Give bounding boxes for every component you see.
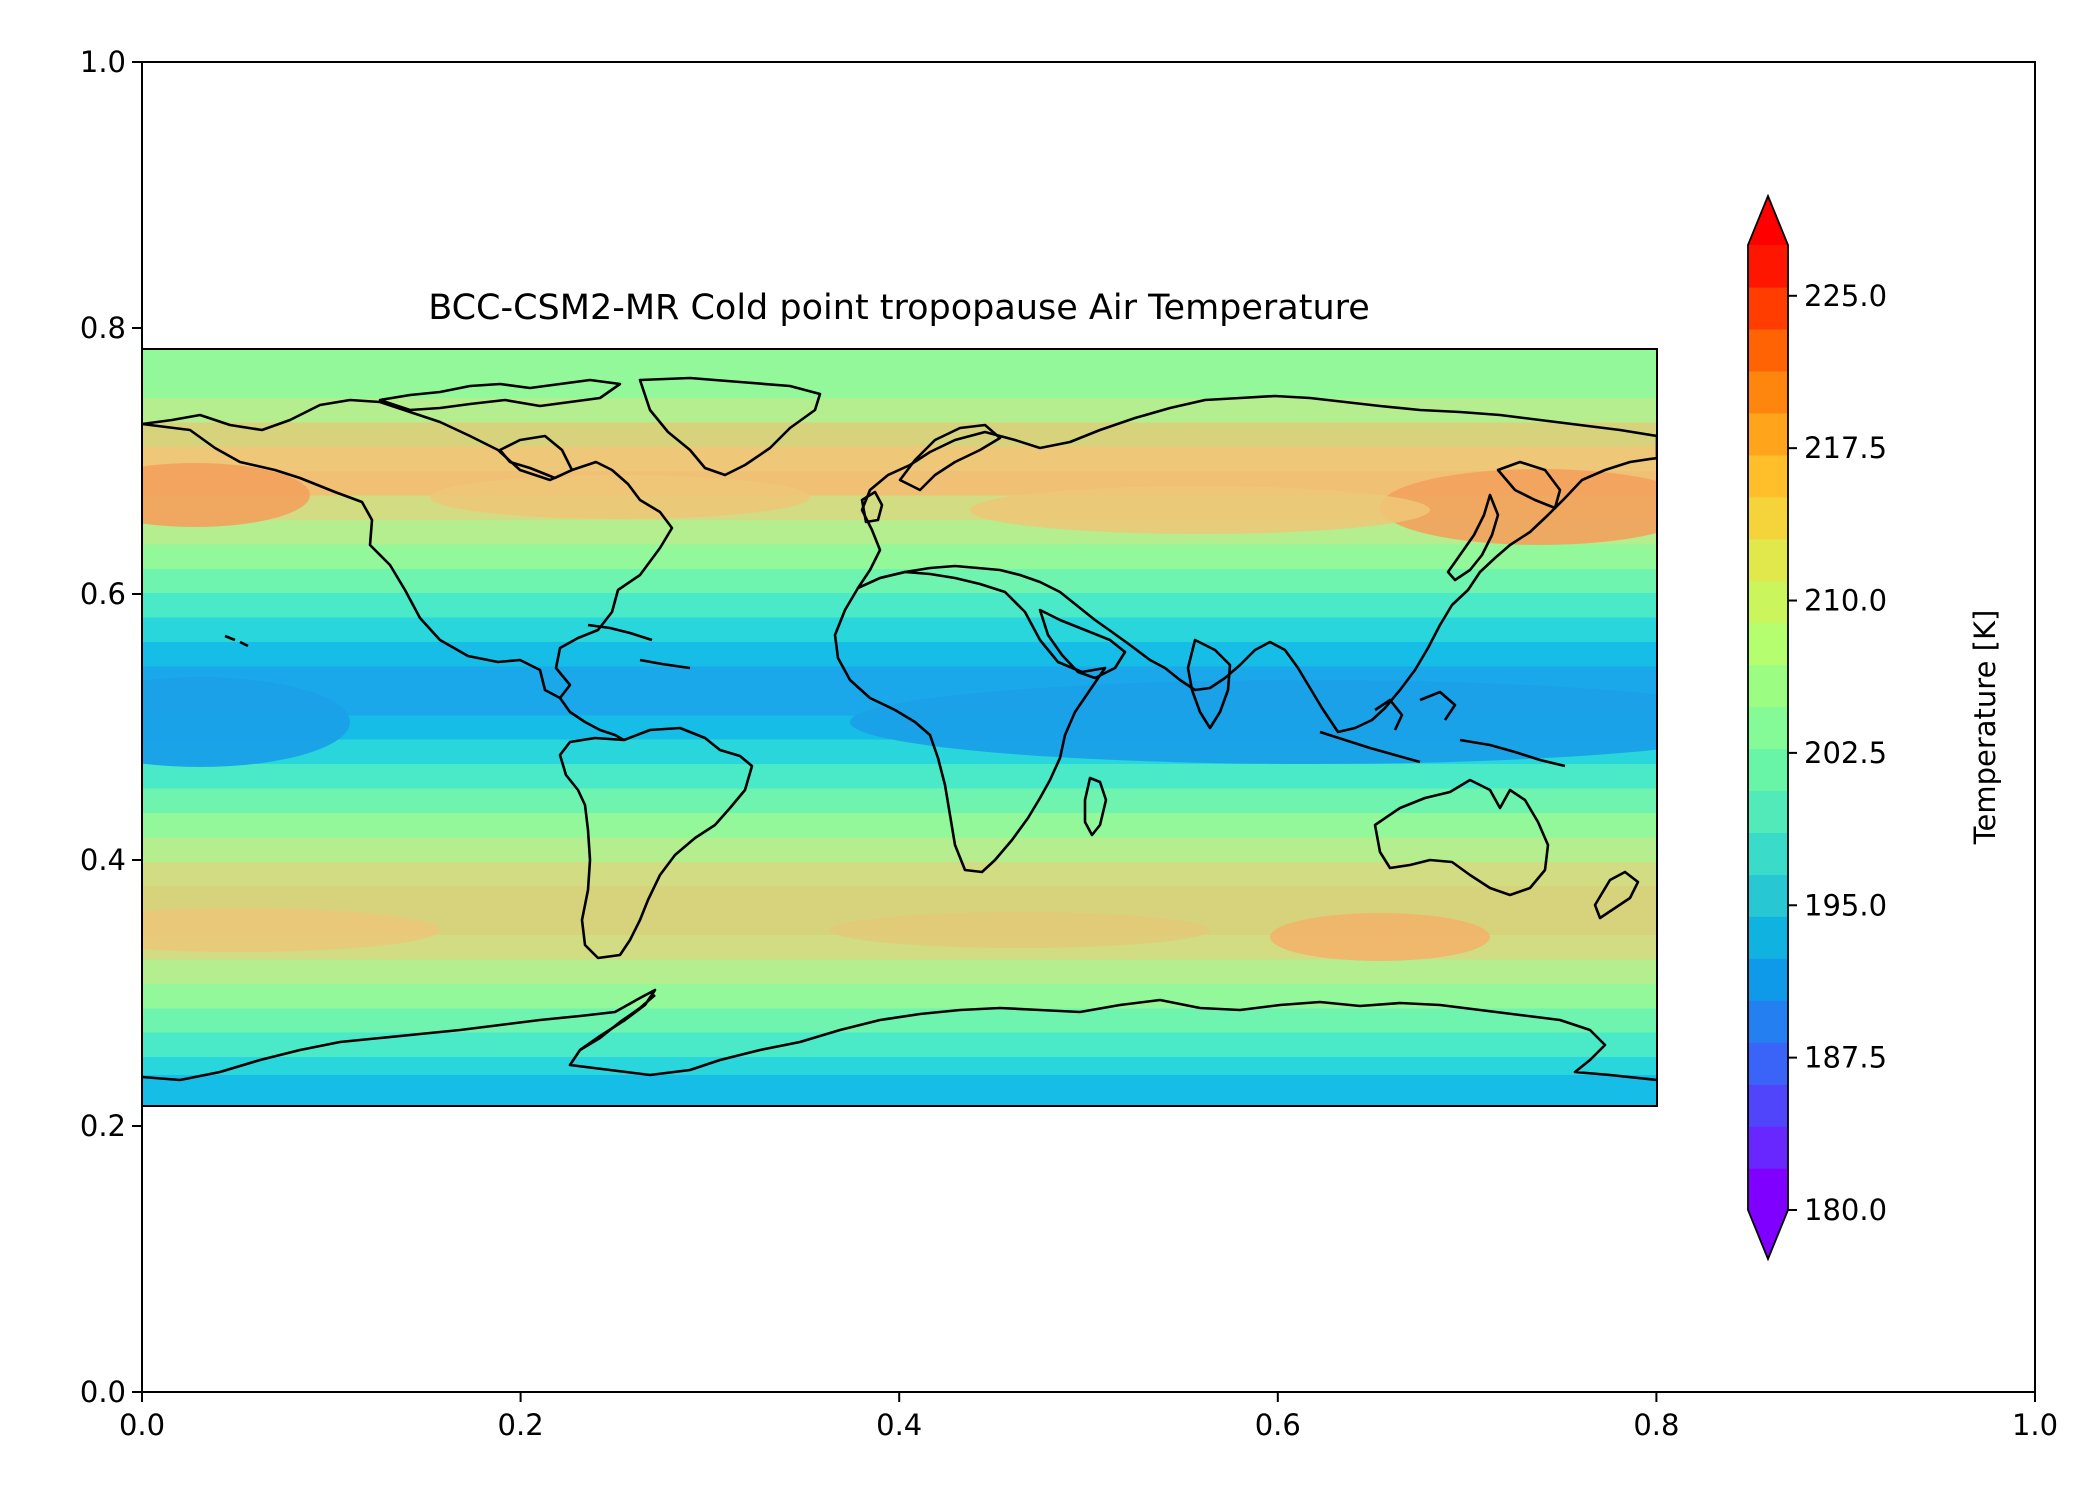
coastline-north-america [142, 398, 674, 700]
x-tick-label: 0.2 [498, 1408, 544, 1442]
colorbar-level [1748, 748, 1788, 792]
x-tick-label: 0.0 [119, 1408, 165, 1442]
colorbar-tick-label: 217.5 [1804, 431, 1887, 465]
y-tick-label: 1.0 [80, 45, 126, 79]
anomaly-indian-ocean-cold [850, 680, 1657, 764]
colorbar-tick-label: 225.0 [1804, 279, 1887, 313]
coastline-indonesia [1319, 690, 1566, 768]
anomaly-antarctic-cold [142, 1075, 1657, 1106]
colorbar-level [1748, 538, 1788, 582]
colorbar-level [1748, 790, 1788, 833]
colorbar-level [1748, 958, 1788, 1001]
colorbar-tick-label: 187.5 [1804, 1041, 1887, 1075]
coastline-arabian-peninsula [1038, 608, 1127, 680]
colorbar-levels [1748, 245, 1788, 1211]
coastline-madagascar [1083, 776, 1108, 837]
colorbar-level [1748, 412, 1788, 456]
coastline-uk [860, 490, 884, 524]
coastline-new-zealand [1593, 870, 1640, 920]
anomaly-alaska-warm [142, 463, 310, 527]
coastline-south-america [558, 726, 754, 960]
colorbar-tick-label: 195.0 [1804, 888, 1887, 922]
anomaly-south-indian-warm [1270, 913, 1490, 961]
colorbar-tick-label: 180.0 [1804, 1193, 1887, 1227]
coastline-hudson-bay [498, 434, 574, 480]
colorbar-level [1748, 874, 1788, 917]
colorbar-level [1748, 1000, 1788, 1043]
anomaly-atlantic-warm [430, 475, 810, 519]
colorbar-level [1748, 1126, 1788, 1169]
colorbar-level [1748, 370, 1788, 414]
colorbar-tick-label: 202.5 [1804, 736, 1887, 770]
outer-x-ticks: 0.0 0.2 0.4 0.6 0.8 1.0 [119, 1392, 2058, 1442]
coastline-australia [1373, 778, 1550, 897]
coastline-greenland [638, 376, 822, 477]
colorbar-level [1748, 832, 1788, 875]
colorbar-level [1748, 622, 1788, 666]
anomaly-south-atlantic-warm [830, 912, 1210, 948]
coastline-antarctica [142, 988, 1657, 1082]
coastline-europe-asia [856, 394, 1657, 734]
map-frame [141, 348, 1658, 1107]
anomaly-south-pacific-warm [142, 908, 440, 952]
colorbar-level [1748, 1042, 1788, 1085]
y-tick-label: 0.6 [80, 577, 126, 611]
colorbar-level [1748, 664, 1788, 708]
x-tick-label: 1.0 [2012, 1408, 2058, 1442]
coastline-arctic-islands [378, 378, 622, 412]
coastline-hawaii [224, 634, 249, 648]
x-tick-label: 0.8 [1633, 1408, 1679, 1442]
x-tick-label: 0.4 [876, 1408, 922, 1442]
coastline-antarctic-peninsula [579, 994, 656, 1052]
colorbar-level [1748, 245, 1788, 288]
colorbar-label: Temperature [K] [1968, 610, 2002, 846]
colorbar-level [1748, 286, 1788, 330]
coastline-central-america [558, 697, 625, 742]
colorbar-level [1748, 1084, 1788, 1127]
outer-y-ticks: 0.0 0.2 0.4 0.6 0.8 1.0 [80, 45, 142, 1409]
y-tick-label: 0.0 [80, 1375, 126, 1409]
y-tick-label: 0.8 [80, 311, 126, 345]
colorbar-extend-max [1748, 196, 1788, 245]
map-panel [142, 349, 1657, 1106]
colorbar-ticks: 180.0 187.5 195.0 202.5 210.0 217.5 225.0 [1788, 279, 1887, 1227]
coastline-africa [833, 570, 1107, 874]
anomaly-eurasia-warm [970, 486, 1430, 534]
coastline-sea-of-okhotsk [1496, 460, 1562, 510]
map-title: BCC-CSM2-MR Cold point tropopause Air Te… [428, 288, 1370, 328]
coastline-japan [1446, 493, 1500, 582]
colorbar: 180.0 187.5 195.0 202.5 210.0 217.5 225.0 Temp… [1747, 193, 2002, 1262]
coastline-india [1186, 638, 1232, 730]
colorbar-level [1748, 454, 1788, 498]
colorbar-level [1748, 706, 1788, 750]
colorbar-level [1748, 328, 1788, 372]
colorbar-level [1748, 580, 1788, 624]
colorbar-extend-min [1748, 1210, 1788, 1259]
colorbar-level [1748, 496, 1788, 540]
anomaly-pacific-cold [142, 677, 350, 767]
coastlines [142, 376, 1657, 1082]
x-tick-label: 0.6 [1255, 1408, 1301, 1442]
anomaly-layer [142, 463, 1657, 1106]
colorbar-level [1748, 916, 1788, 959]
colorbar-tick-label: 210.0 [1804, 584, 1887, 618]
colorbar-level [1748, 1168, 1788, 1211]
y-tick-label: 0.4 [80, 843, 126, 877]
coastline-scandinavia [898, 423, 1002, 492]
anomaly-ne-asia-warm [1380, 469, 1657, 545]
coastline-caribbean [587, 623, 691, 670]
y-tick-label: 0.2 [80, 1109, 126, 1143]
